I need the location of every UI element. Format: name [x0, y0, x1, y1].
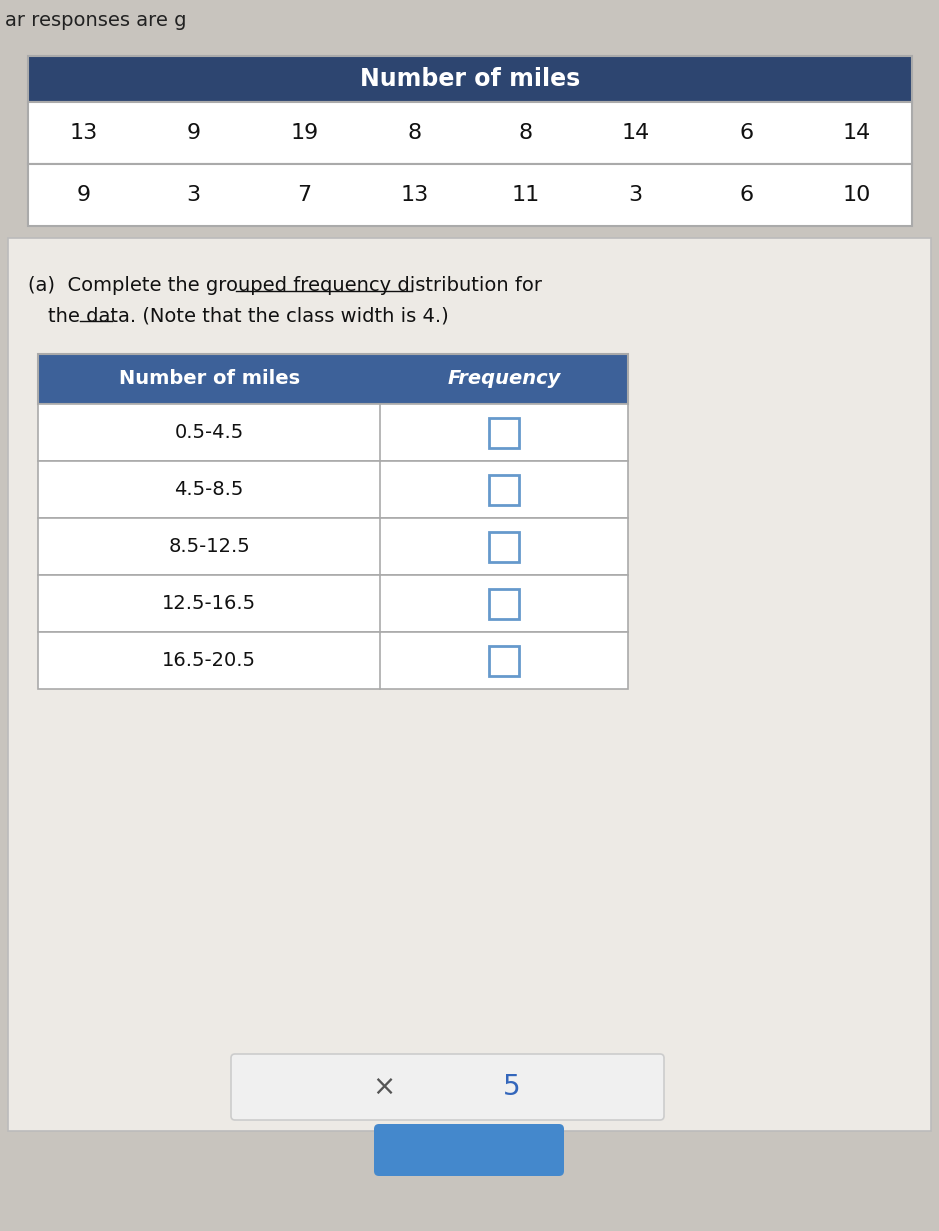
- Bar: [489, 532, 519, 561]
- Bar: [8, 238, 931, 1131]
- Bar: [38, 518, 628, 575]
- Text: (a)  Complete the grouped frequency distribution for: (a) Complete the grouped frequency distr…: [28, 276, 542, 295]
- Bar: [38, 460, 628, 518]
- Text: 11: 11: [511, 185, 539, 206]
- Text: 8: 8: [518, 123, 532, 143]
- Text: 12.5-16.5: 12.5-16.5: [162, 595, 256, 613]
- Text: Frequency: Frequency: [447, 369, 561, 389]
- Text: 6: 6: [739, 123, 753, 143]
- Text: 14: 14: [622, 123, 650, 143]
- Text: 6: 6: [739, 185, 753, 206]
- Text: ×: ×: [372, 1073, 395, 1101]
- Bar: [38, 575, 628, 632]
- Text: 9: 9: [76, 185, 90, 206]
- Bar: [489, 474, 519, 505]
- Bar: [38, 355, 628, 404]
- Text: Number of miles: Number of miles: [118, 369, 300, 389]
- Text: ar responses are g: ar responses are g: [5, 11, 187, 30]
- Text: 19: 19: [290, 123, 318, 143]
- Bar: [28, 102, 912, 164]
- Text: 8.5-12.5: 8.5-12.5: [168, 537, 250, 556]
- Bar: [28, 164, 912, 227]
- Text: 10: 10: [842, 185, 871, 206]
- FancyBboxPatch shape: [374, 1124, 564, 1176]
- FancyBboxPatch shape: [231, 1054, 664, 1120]
- Text: 13: 13: [401, 185, 429, 206]
- Text: 16.5-20.5: 16.5-20.5: [162, 651, 256, 670]
- Bar: [28, 55, 912, 102]
- Text: 3: 3: [187, 185, 201, 206]
- Text: 0.5-4.5: 0.5-4.5: [175, 423, 244, 442]
- Bar: [489, 588, 519, 618]
- Text: 5: 5: [502, 1073, 520, 1101]
- Text: 3: 3: [629, 185, 643, 206]
- Bar: [38, 632, 628, 689]
- Text: 13: 13: [69, 123, 98, 143]
- Bar: [489, 645, 519, 676]
- Text: 7: 7: [297, 185, 312, 206]
- Bar: [489, 417, 519, 448]
- Text: 14: 14: [842, 123, 870, 143]
- Text: 9: 9: [187, 123, 201, 143]
- Text: 4.5-8.5: 4.5-8.5: [175, 480, 244, 499]
- Text: Number of miles: Number of miles: [360, 66, 580, 91]
- Text: 8: 8: [408, 123, 422, 143]
- Bar: [38, 404, 628, 460]
- Text: the data. (Note that the class width is 4.): the data. (Note that the class width is …: [48, 307, 449, 325]
